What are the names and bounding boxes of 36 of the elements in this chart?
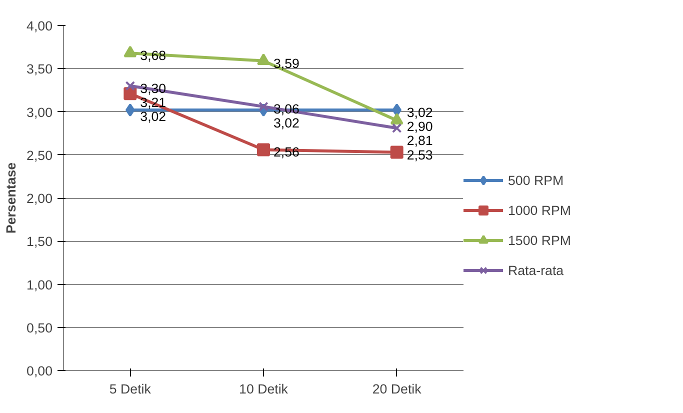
y-tick-label: 0,50 — [26, 320, 53, 336]
data-label: 2,90 — [406, 119, 433, 134]
point — [392, 104, 402, 117]
legend-label: 1500 RPM — [508, 232, 571, 248]
legend-label: 1000 RPM — [508, 202, 571, 218]
data-label: 3,59 — [274, 56, 300, 71]
point — [257, 143, 270, 156]
point — [125, 80, 136, 91]
point — [124, 87, 137, 100]
data-label: 2,56 — [274, 144, 300, 160]
legend-label: Rata-rata — [508, 262, 564, 278]
point — [392, 123, 402, 134]
point — [390, 113, 404, 125]
data-label: 3,02 — [406, 105, 433, 120]
x-tick-label: 5 Detik — [109, 382, 152, 396]
point — [258, 102, 268, 112]
y-tick-label: 3,50 — [26, 62, 53, 77]
y-tick-label: 2,00 — [26, 191, 53, 206]
x-tick-label: 10 Detik — [239, 382, 288, 396]
x-tick-label: 20 Detik — [372, 382, 422, 396]
y-tick-label: 4,00 — [26, 18, 53, 34]
data-label: 3,02 — [140, 108, 166, 124]
point — [124, 46, 137, 58]
point — [126, 104, 135, 117]
y-tick-label: 3,00 — [26, 104, 53, 120]
y-tick-label: 1,50 — [26, 234, 53, 250]
legend-label: 500 RPM — [508, 172, 564, 188]
y-tick-label: 1,00 — [26, 277, 53, 292]
y-tick-label: 2,50 — [26, 148, 53, 163]
point — [257, 54, 270, 66]
y-tick-label: 0,00 — [26, 364, 53, 378]
data-label: 2,53 — [406, 147, 433, 162]
point — [390, 146, 404, 159]
y-axis-title: Persentase — [4, 162, 19, 234]
data-label: 2,81 — [406, 133, 433, 148]
data-label: 3,02 — [274, 116, 300, 131]
